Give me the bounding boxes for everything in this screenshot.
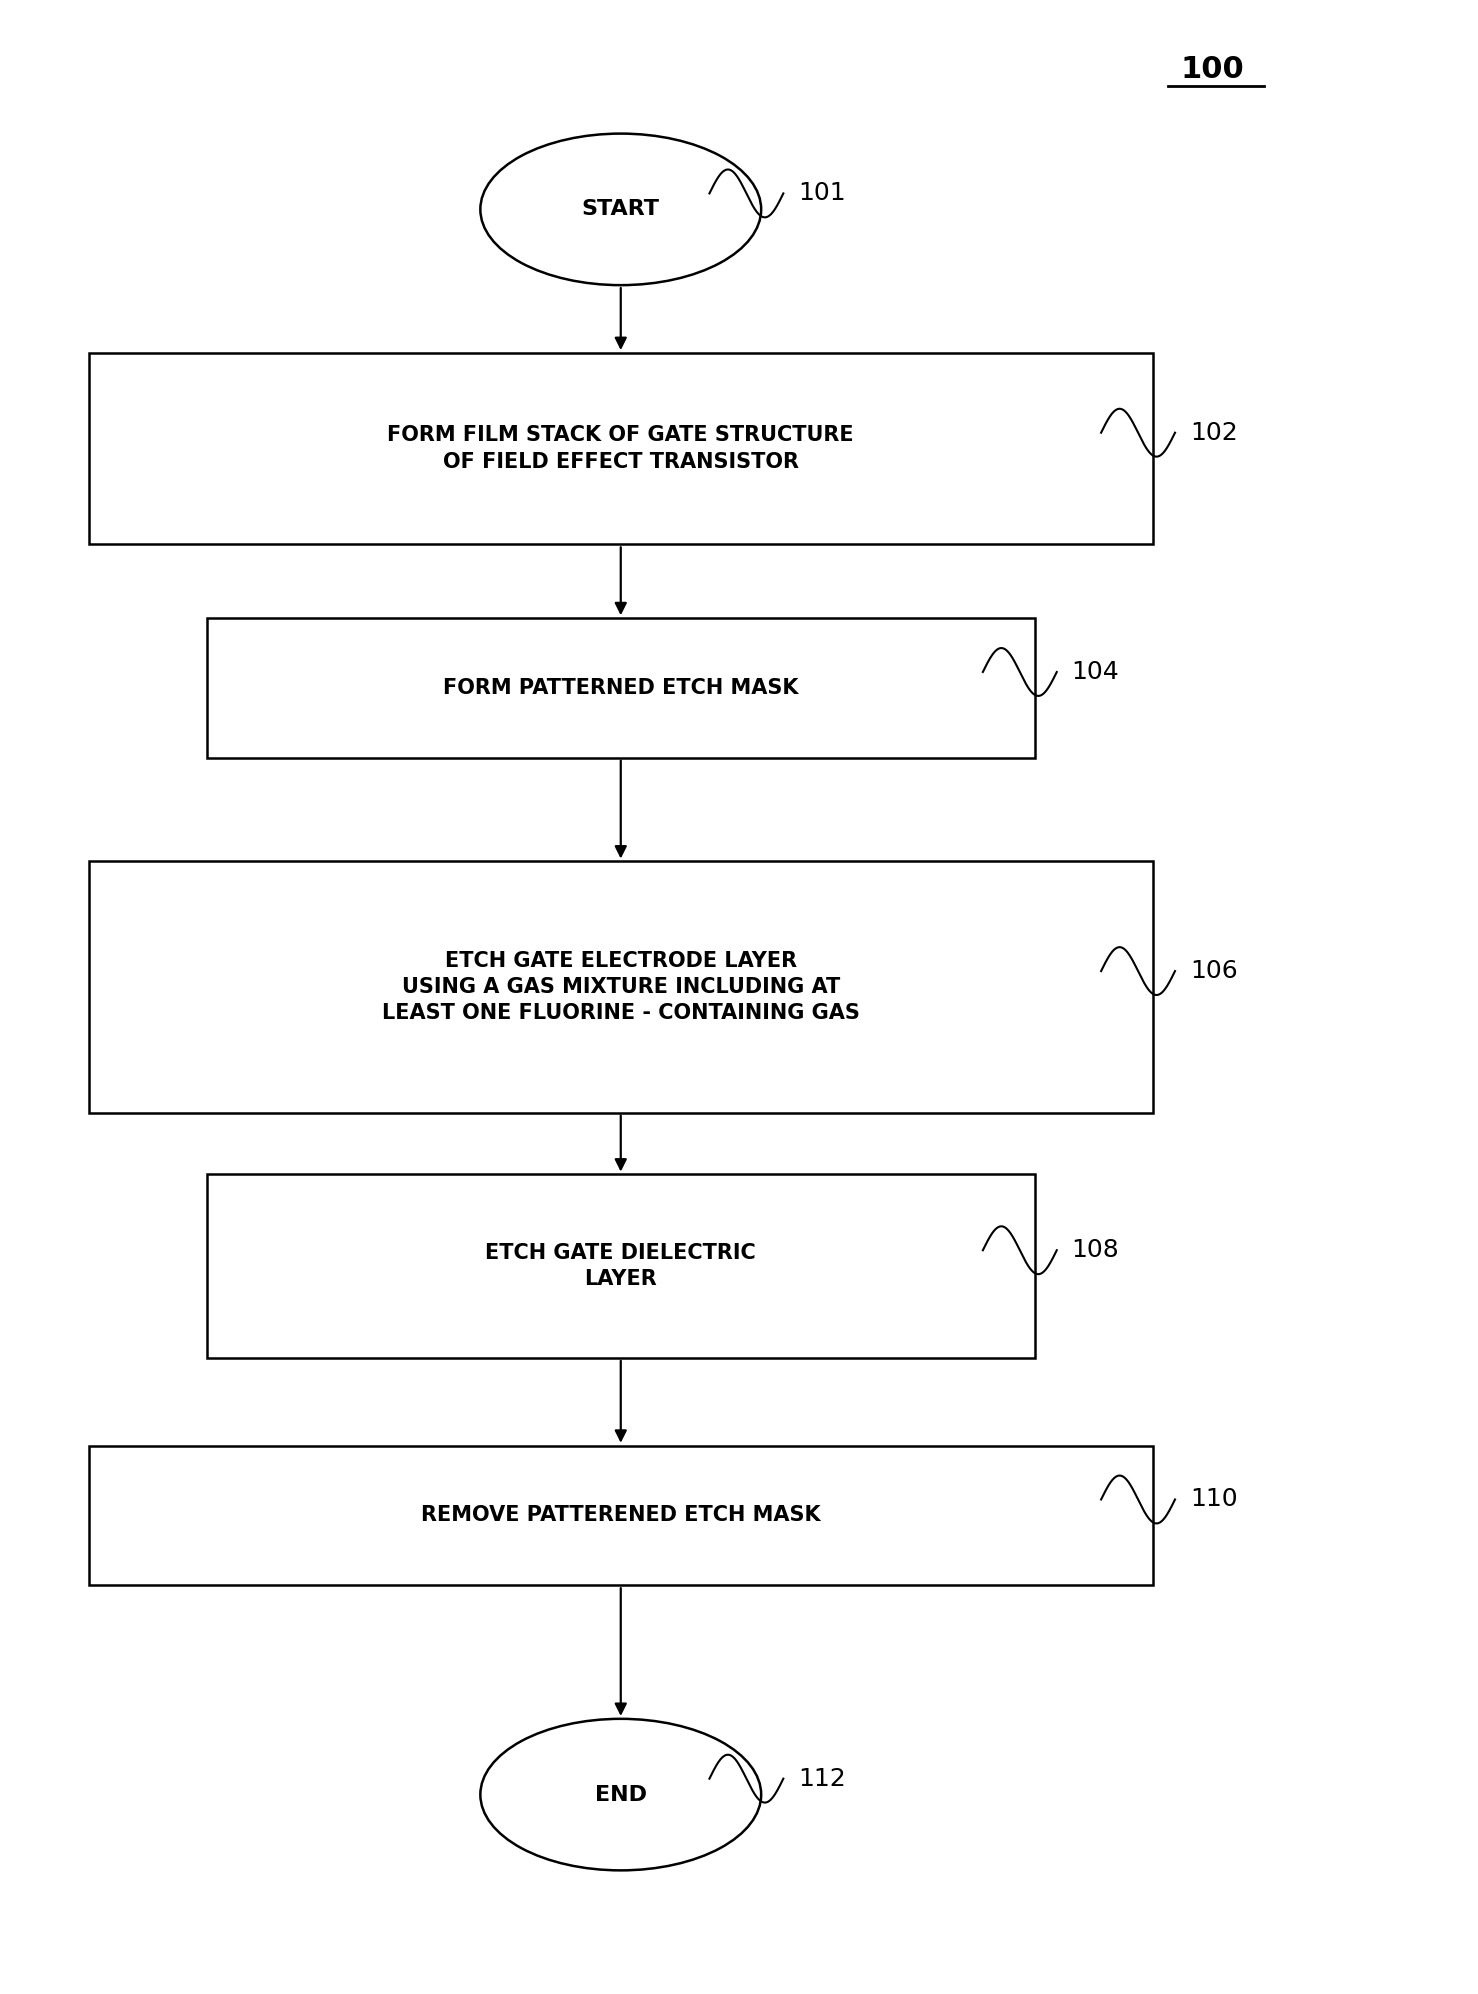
Text: FORM FILM STACK OF GATE STRUCTURE
OF FIELD EFFECT TRANSISTOR: FORM FILM STACK OF GATE STRUCTURE OF FIE… <box>387 425 854 473</box>
FancyBboxPatch shape <box>89 353 1153 544</box>
Text: REMOVE PATTERENED ETCH MASK: REMOVE PATTERENED ETCH MASK <box>421 1505 820 1525</box>
FancyBboxPatch shape <box>207 618 1035 758</box>
Text: 106: 106 <box>1190 959 1237 983</box>
Text: 100: 100 <box>1179 56 1244 84</box>
Text: END: END <box>594 1785 647 1805</box>
Text: 104: 104 <box>1072 660 1119 684</box>
Text: ETCH GATE DIELECTRIC
LAYER: ETCH GATE DIELECTRIC LAYER <box>485 1242 757 1290</box>
Text: 108: 108 <box>1072 1238 1119 1262</box>
Ellipse shape <box>480 134 761 285</box>
FancyBboxPatch shape <box>207 1174 1035 1358</box>
Text: ETCH GATE ELECTRODE LAYER
USING A GAS MIXTURE INCLUDING AT
LEAST ONE FLUORINE - : ETCH GATE ELECTRODE LAYER USING A GAS MI… <box>381 951 860 1023</box>
Ellipse shape <box>480 1719 761 1870</box>
Text: 112: 112 <box>798 1767 845 1791</box>
Text: FORM PATTERNED ETCH MASK: FORM PATTERNED ETCH MASK <box>443 678 798 698</box>
Text: 102: 102 <box>1190 421 1237 445</box>
Text: 110: 110 <box>1190 1488 1237 1511</box>
Text: START: START <box>582 199 659 219</box>
FancyBboxPatch shape <box>89 1446 1153 1585</box>
FancyBboxPatch shape <box>89 861 1153 1113</box>
Text: 101: 101 <box>798 181 845 205</box>
